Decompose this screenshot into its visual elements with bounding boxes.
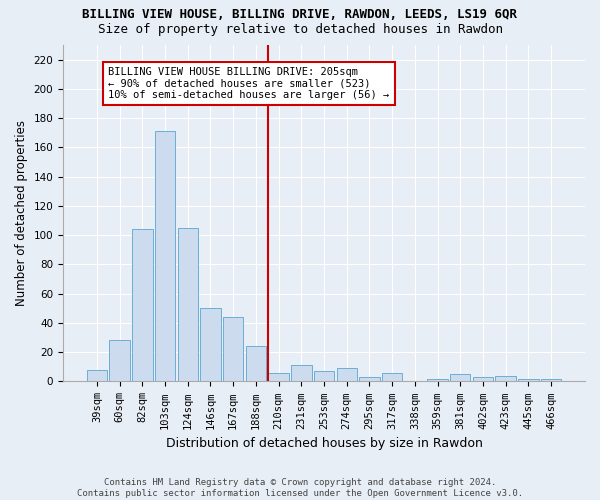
- Y-axis label: Number of detached properties: Number of detached properties: [15, 120, 28, 306]
- Bar: [541, 378, 561, 382]
- Bar: [427, 378, 448, 382]
- Bar: [496, 376, 516, 382]
- Text: BILLING VIEW HOUSE, BILLING DRIVE, RAWDON, LEEDS, LS19 6QR: BILLING VIEW HOUSE, BILLING DRIVE, RAWDO…: [83, 8, 517, 20]
- Bar: [109, 340, 130, 382]
- Bar: [178, 228, 198, 382]
- Bar: [473, 377, 493, 382]
- Bar: [359, 377, 380, 382]
- Bar: [132, 230, 152, 382]
- Text: BILLING VIEW HOUSE BILLING DRIVE: 205sqm
← 90% of detached houses are smaller (5: BILLING VIEW HOUSE BILLING DRIVE: 205sqm…: [109, 67, 389, 100]
- Text: Size of property relative to detached houses in Rawdon: Size of property relative to detached ho…: [97, 22, 503, 36]
- X-axis label: Distribution of detached houses by size in Rawdon: Distribution of detached houses by size …: [166, 437, 482, 450]
- Bar: [291, 366, 311, 382]
- Bar: [382, 372, 403, 382]
- Bar: [268, 372, 289, 382]
- Text: Contains HM Land Registry data © Crown copyright and database right 2024.
Contai: Contains HM Land Registry data © Crown c…: [77, 478, 523, 498]
- Bar: [518, 378, 539, 382]
- Bar: [200, 308, 221, 382]
- Bar: [155, 132, 175, 382]
- Bar: [314, 371, 334, 382]
- Bar: [450, 374, 470, 382]
- Bar: [87, 370, 107, 382]
- Bar: [337, 368, 357, 382]
- Bar: [223, 317, 244, 382]
- Bar: [245, 346, 266, 382]
